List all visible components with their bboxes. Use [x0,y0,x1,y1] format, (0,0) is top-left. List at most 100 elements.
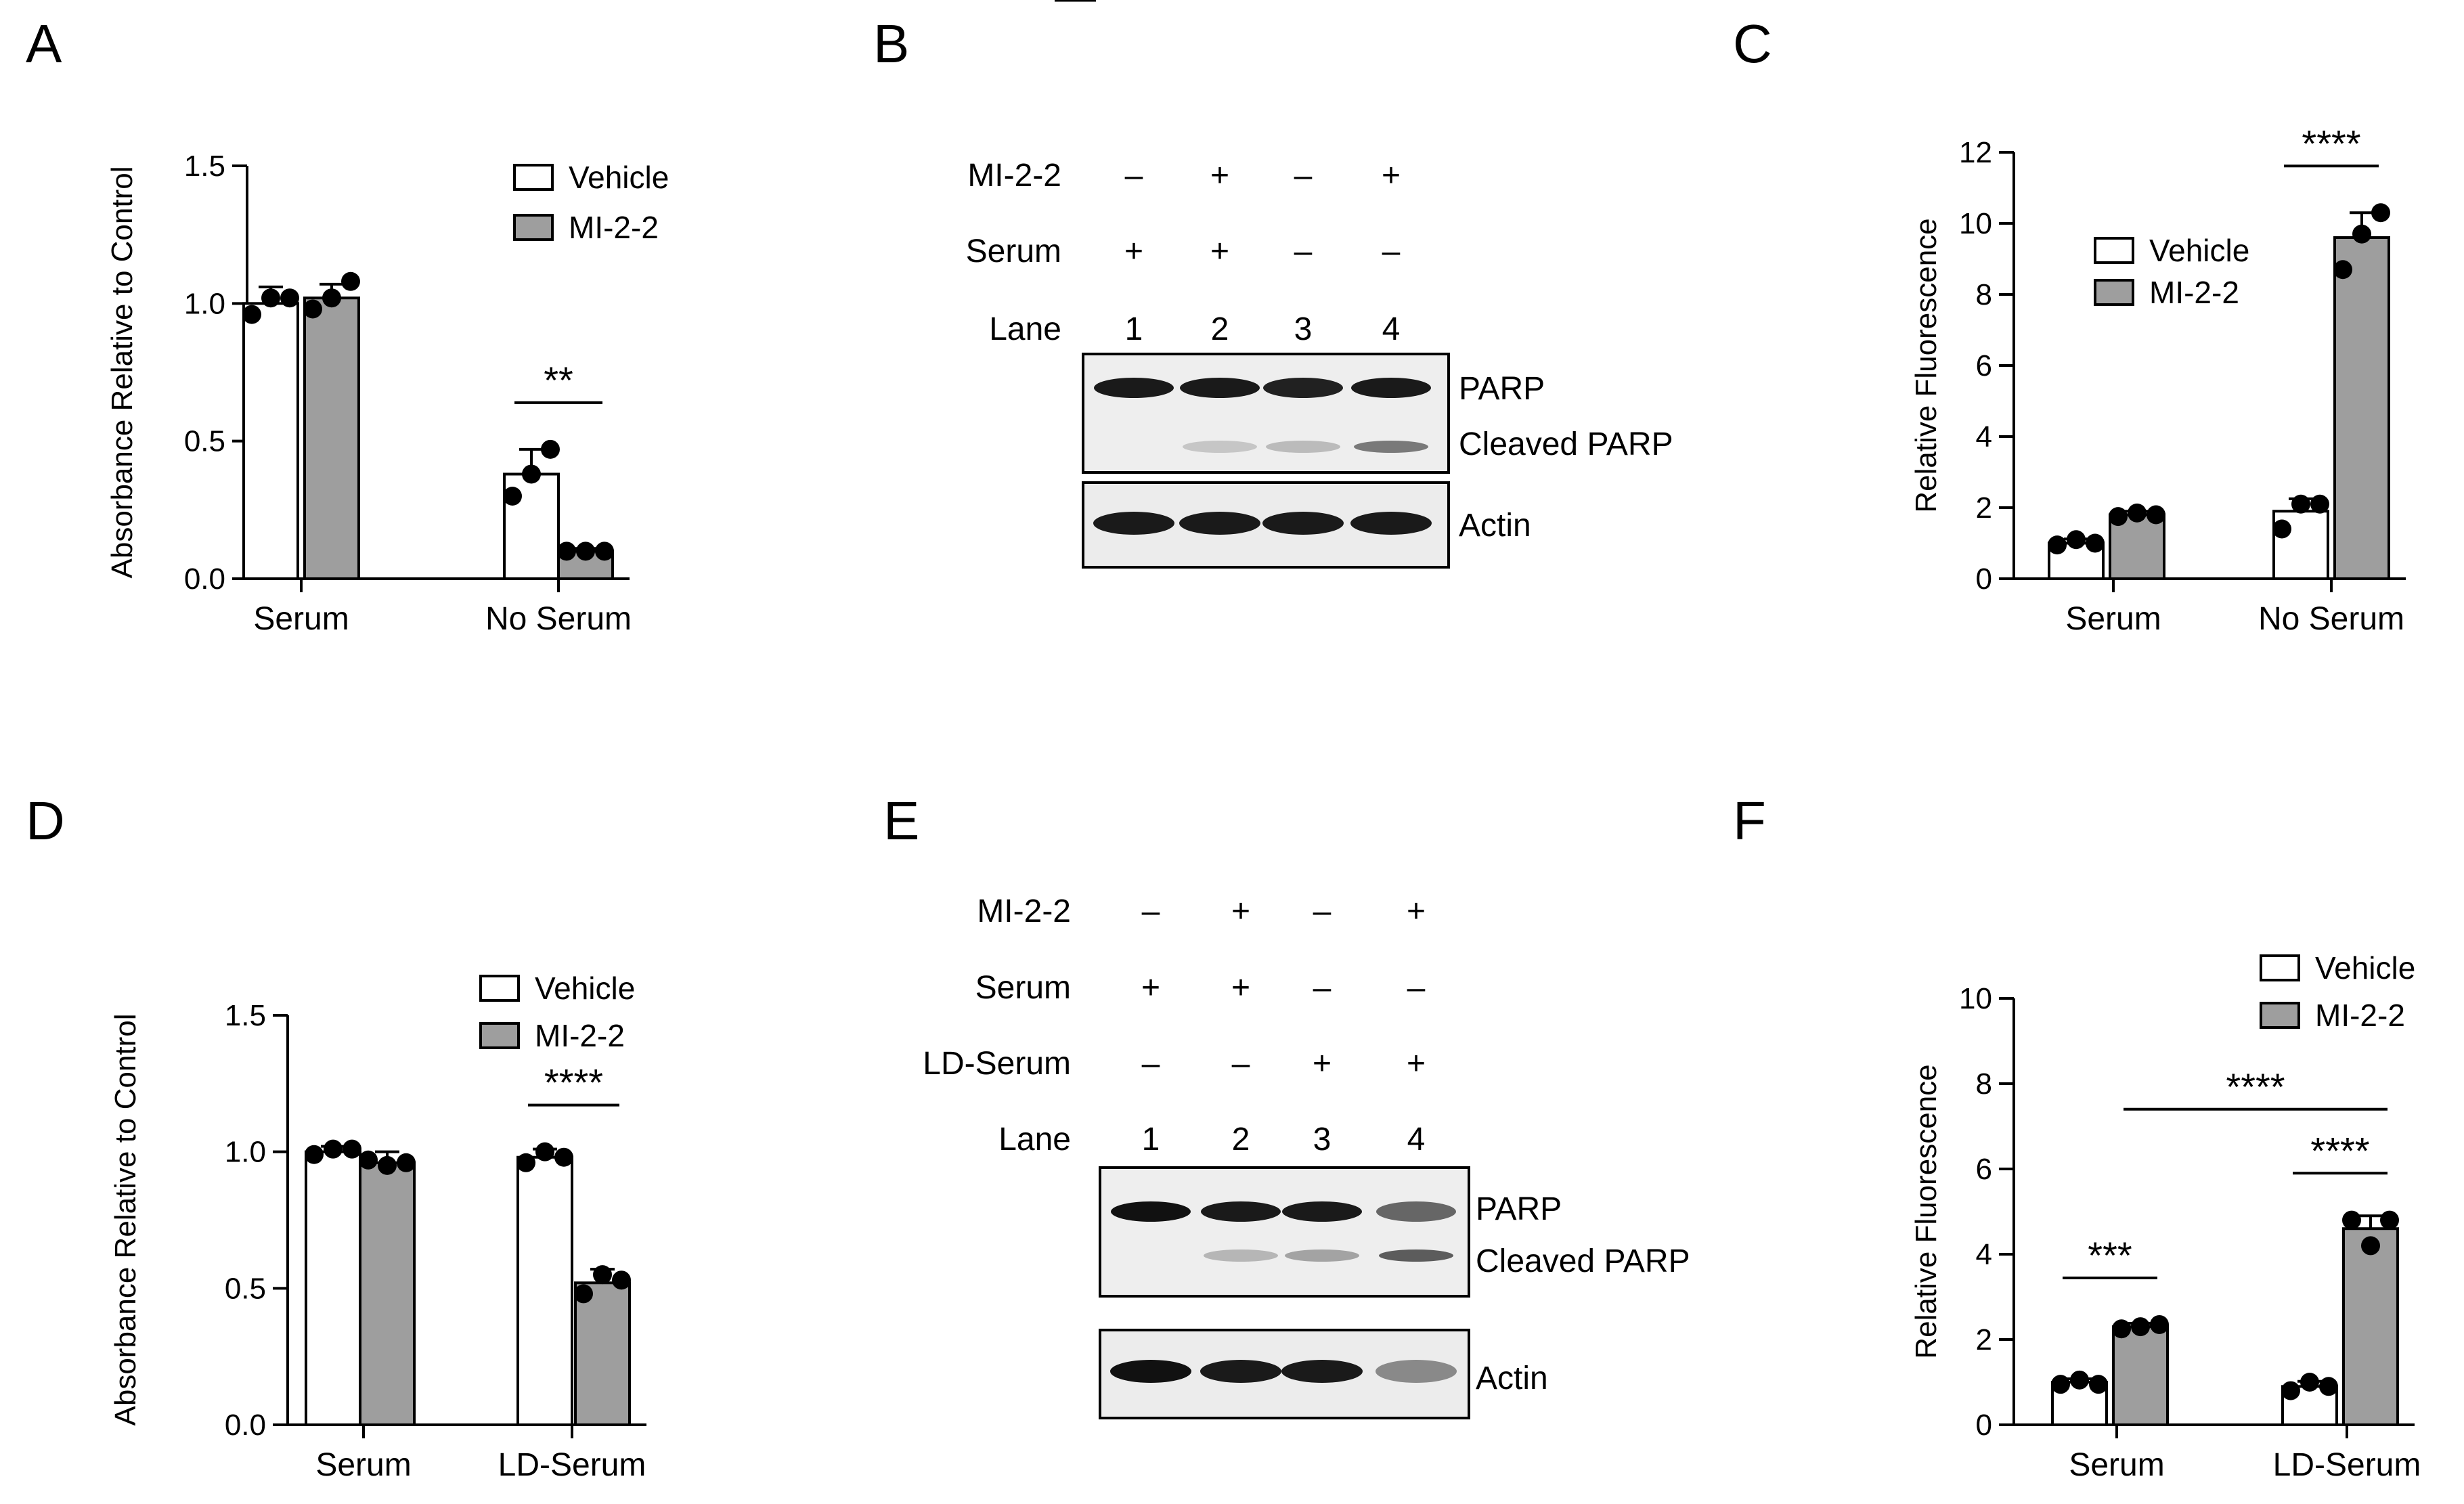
condition-value: + [1313,1046,1332,1082]
y-tick-label: 1.5 [225,999,266,1032]
condition-value: – [1313,893,1332,929]
band-label: PARP [1459,371,1545,407]
condition-value: – [1232,1046,1250,1082]
condition-label: Serum [975,970,1071,1006]
data-point [576,541,595,561]
condition-value: + [1407,1046,1426,1082]
data-point [280,288,299,308]
blot-band [1282,1201,1362,1222]
blot-band [1180,378,1260,398]
condition-value: – [1294,234,1313,269]
panel-letter-e: E [883,791,919,851]
condition-value: – [1294,158,1313,194]
condition-value: + [1231,893,1250,929]
data-point [593,1265,612,1285]
condition-value: + [1124,234,1143,269]
significance-label: **** [2302,122,2360,164]
x-tick-label: No Serum [2258,601,2404,637]
data-point [2310,494,2329,514]
bar [359,1161,416,1427]
bar [574,1281,631,1427]
legend-label: MI-2-2 [569,210,659,245]
blot-band [1263,378,1343,398]
lane-number: 4 [1407,1122,1426,1157]
y-tick-label: 0 [1976,1409,1992,1442]
data-point [341,271,360,291]
y-tick-label: 2 [1976,1323,1992,1356]
x-tick-label: Serum [2065,601,2161,637]
bar [242,302,299,580]
lane-label: Lane [989,311,1061,347]
legend-label: MI-2-2 [535,1018,625,1053]
y-tick-label: 1.0 [225,1136,266,1169]
y-tick-label: 6 [1976,1153,1992,1186]
blot-band [1093,512,1174,535]
legend-swatch [2094,237,2134,264]
bar [303,296,360,580]
condition-value: – [1125,158,1143,194]
y-tick-label: 0 [1976,562,1992,596]
data-point [2109,507,2128,527]
y-axis-label: Relative Fluorescence [1910,1064,1943,1358]
band-label: PARP [1476,1191,1562,1227]
data-point [554,1147,573,1167]
legend-swatch [2260,1002,2300,1029]
data-point [503,487,522,506]
condition-label: MI-2-2 [977,893,1071,929]
western-blot-e: MI-2-2 – + – + Serum + + – – LD-Serum – – + + Lane 1 2 3 4 1… [0,0,1690,1419]
y-tick-label: 8 [1976,1067,1992,1101]
legend-label: MI-2-2 [2315,998,2405,1033]
data-point [397,1153,416,1172]
panel-letter-c: C [1733,14,1772,74]
condition-value: – [1382,234,1401,269]
data-point [2131,1317,2150,1337]
lane-number: 4 [1382,311,1401,347]
bar-chart-a: 0.0 0.5 1.0 1.5 Serum No Serum Absorbance Rela… [106,150,669,637]
lane-number: 1 [1142,1122,1160,1157]
blot-band [1350,512,1432,535]
blot-band [1179,512,1260,535]
significance-label: **** [2310,1129,2369,1172]
condition-value: + [1231,970,1250,1006]
y-tick-label: 2 [1976,491,1992,525]
data-point [522,464,541,484]
x-tick-label: Serum [2069,1447,2164,1483]
blot-band [1354,441,1428,453]
lane-label: Lane [998,1122,1071,1157]
y-tick-label: 10 [1959,207,1992,240]
legend-label: Vehicle [569,160,669,195]
blot-band [1094,378,1174,398]
data-point [2380,1210,2399,1230]
blot-band [1262,512,1344,535]
data-point [242,305,261,324]
y-tick-label: 6 [1976,349,1992,382]
y-axis-label: Absorbance Relative to Control [106,167,139,579]
y-tick-label: 8 [1976,278,1992,311]
data-point [2352,224,2371,244]
data-point [2051,1375,2070,1394]
data-point [2281,1381,2300,1400]
bar-chart-f: 0 2 4 6 8 10 Serum LD-Serum Relative Fluorescenc… [1910,950,2421,1483]
band-label: Actin [1476,1361,1548,1396]
y-tick-label: 1.0 [184,287,225,320]
legend-label: MI-2-2 [2149,275,2239,310]
blot-band [1266,441,1340,453]
condition-label: Serum [966,234,1061,269]
data-point [303,299,322,319]
condition-value: – [1407,970,1426,1006]
western-blot-b: MI-2-2–+–+Serum++––Lane1234100kDa50kDaPA… [0,0,1673,569]
data-point [359,1150,378,1170]
data-point [2291,494,2310,514]
data-point [2300,1373,2319,1392]
data-point [535,1142,554,1162]
y-tick-label: 0.5 [184,425,225,458]
legend-swatch [479,1022,520,1049]
band-label: Actin [1459,508,1531,544]
legend-swatch [479,975,520,1002]
blot-band [1285,1249,1359,1262]
data-point [574,1284,593,1304]
data-point [2150,1314,2169,1334]
data-point [612,1270,631,1290]
legend-swatch [2094,279,2134,306]
